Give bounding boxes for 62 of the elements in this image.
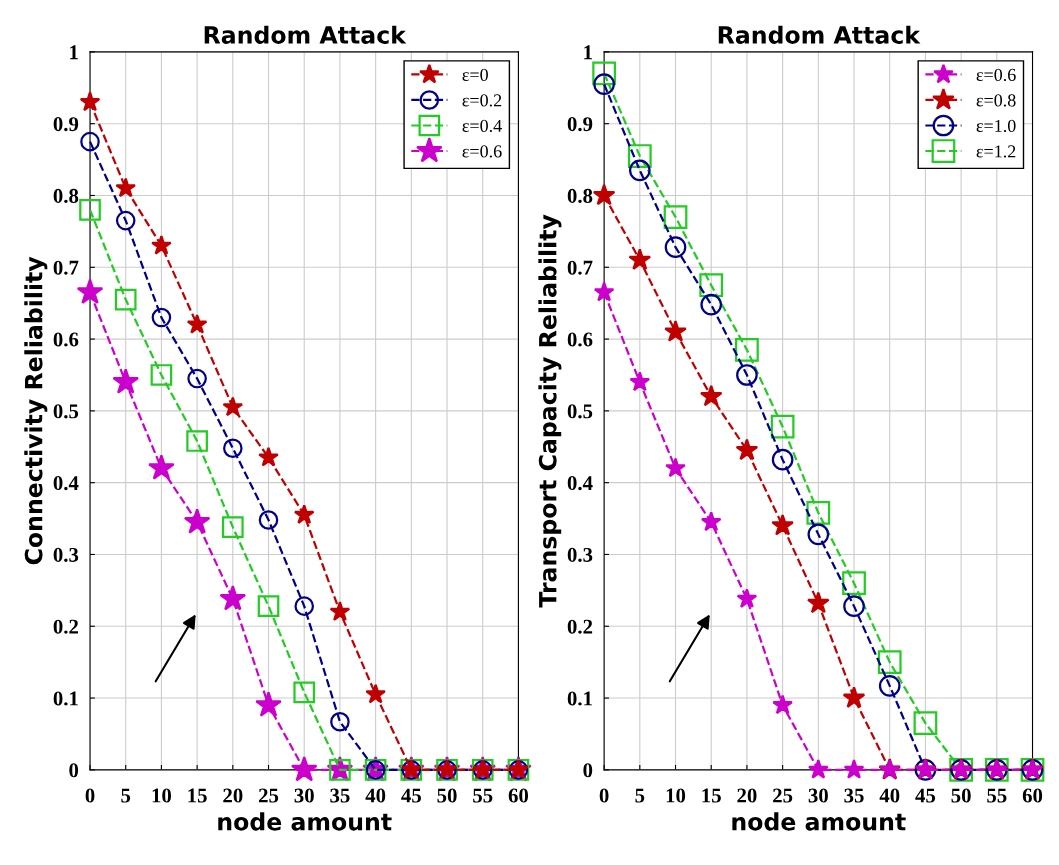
chart-title: Random Attack	[204, 25, 407, 44]
y-tick-label: 0.6	[567, 332, 593, 347]
y-tick-label: 0	[69, 763, 79, 778]
y-tick-label: 0.1	[53, 691, 78, 706]
legend-label: ε=0.4	[462, 119, 502, 133]
x-tick-label: 0	[85, 788, 95, 803]
x-tick-label: 50	[437, 788, 457, 803]
y-tick-label: 1	[584, 45, 592, 60]
x-tick-label: 60	[508, 788, 529, 803]
y-axis-title: Connectivity Reliability	[24, 256, 48, 565]
y-tick-label: 0.3	[53, 547, 79, 562]
chart-title: Random Attack	[718, 25, 921, 44]
y-tick-label: 0.5	[567, 404, 593, 419]
y-tick-label: 0.4	[567, 476, 593, 491]
x-tick-label: 45	[915, 788, 936, 803]
x-tick-label: 45	[401, 788, 421, 803]
x-tick-label: 55	[473, 788, 493, 803]
y-tick-label: 0.6	[53, 332, 79, 347]
x-tick-label: 35	[330, 788, 350, 803]
y-axis-title: Transport Capacity Reliability	[538, 214, 562, 608]
x-tick-label: 25	[258, 788, 279, 803]
x-tick-label: 30	[294, 788, 314, 803]
y-tick-label: 0.5	[53, 404, 79, 419]
y-tick-label: 0.3	[567, 547, 593, 562]
y-tick-label: 0.4	[53, 476, 79, 491]
x-tick-label: 20	[737, 788, 757, 803]
y-tick-label: 0.9	[567, 117, 593, 132]
y-tick-label: 0.8	[567, 188, 593, 204]
y-tick-label: 0	[583, 763, 593, 778]
legend-label: ε=0.8	[976, 94, 1016, 107]
y-tick-label: 0.2	[567, 619, 593, 634]
x-tick-label: 10	[666, 788, 686, 803]
x-tick-label: 60	[1022, 788, 1043, 803]
y-tick-label: 0.8	[53, 188, 79, 204]
x-tick-label: 40	[879, 788, 900, 803]
x-tick-label: 5	[121, 788, 131, 803]
x-axis-title: node amount	[218, 812, 392, 831]
x-tick-label: 10	[152, 788, 172, 803]
y-tick-label: 0.1	[567, 691, 592, 706]
y-tick-label: 0.9	[53, 117, 79, 132]
x-axis-title: node amount	[732, 812, 906, 831]
x-tick-label: 15	[188, 788, 207, 803]
x-tick-label: 0	[599, 788, 609, 803]
x-tick-label: 35	[844, 788, 864, 803]
x-tick-label: 15	[702, 788, 721, 803]
y-tick-label: 0.7	[53, 260, 79, 275]
legend-label: ε=0.6	[976, 68, 1016, 82]
legend-label: ε=1.0	[976, 119, 1016, 133]
x-tick-label: 40	[365, 788, 386, 803]
legend-label: ε=0.2	[462, 94, 502, 107]
x-tick-label: 25	[773, 788, 793, 803]
x-tick-label: 20	[223, 788, 243, 803]
legend-label: ε=1.2	[976, 145, 1016, 158]
y-tick-label: 0.7	[567, 260, 593, 275]
x-tick-label: 50	[951, 788, 971, 803]
x-tick-label: 55	[987, 788, 1007, 803]
x-tick-label: 5	[635, 788, 645, 803]
legend-label: ε=0.6	[462, 145, 502, 158]
y-tick-label: 0.2	[53, 619, 79, 634]
legend-label: ε=0	[462, 68, 488, 81]
x-tick-label: 30	[808, 788, 828, 803]
y-tick-label: 1	[70, 45, 78, 60]
